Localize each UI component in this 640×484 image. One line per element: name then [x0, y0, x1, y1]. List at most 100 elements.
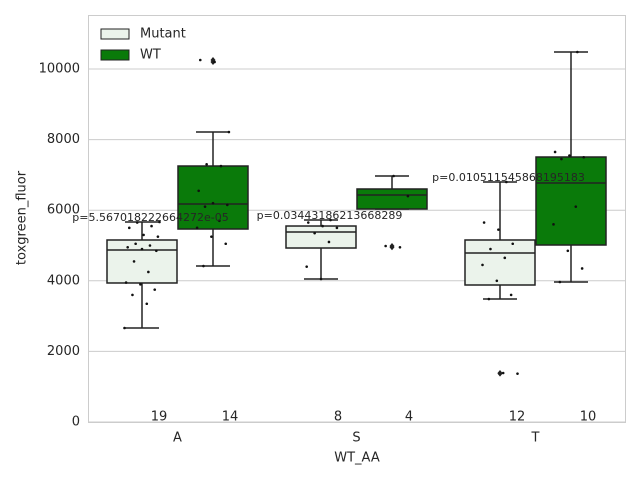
strip-point	[497, 228, 500, 231]
count-label: 14	[222, 410, 239, 425]
flier	[389, 242, 395, 249]
strip-point	[227, 130, 231, 134]
box	[535, 156, 607, 246]
strip-point	[132, 260, 136, 263]
strip-point	[313, 231, 316, 235]
strip-point	[218, 219, 221, 223]
strip-point	[574, 205, 578, 208]
strip-point	[576, 50, 579, 54]
flier	[497, 370, 503, 377]
strip-point	[511, 242, 515, 246]
strip-point	[558, 280, 562, 284]
strip-point	[156, 235, 160, 238]
strip-point	[142, 233, 145, 237]
strip-point	[158, 220, 161, 224]
strip-point	[126, 245, 129, 249]
count-label: 10	[580, 410, 597, 425]
strip-point	[552, 223, 555, 226]
strip-point	[495, 279, 499, 283]
strip-point	[487, 297, 491, 301]
count-label: 8	[334, 410, 342, 425]
strip-point	[213, 60, 216, 64]
p-value-annotation: p=5.567018222664272e-05	[72, 211, 228, 224]
strip-point	[210, 235, 213, 238]
strip-point	[327, 240, 331, 244]
strip-point	[148, 244, 152, 247]
strip-point	[582, 155, 586, 159]
p-value-annotation: p=0.03443186213668289	[257, 209, 403, 222]
strip-point	[202, 264, 205, 268]
strip-point	[489, 247, 492, 251]
strip-point	[198, 58, 202, 62]
strip-point	[566, 249, 570, 253]
count-label: 4	[405, 410, 413, 425]
y-tick-label: 0	[72, 415, 80, 430]
y-tick-label: 10000	[39, 62, 80, 77]
strip-point	[553, 150, 557, 154]
y-tick-label: 4000	[47, 273, 80, 288]
x-tick-label: S	[352, 431, 360, 446]
box	[356, 188, 428, 210]
strip-point	[509, 293, 513, 297]
strip-point	[384, 244, 387, 248]
strip-point	[306, 221, 310, 224]
strip-point	[501, 371, 505, 375]
legend-swatch	[100, 49, 130, 61]
strip-point	[140, 247, 144, 251]
strip-point	[131, 293, 134, 297]
strip-point	[211, 201, 215, 205]
strip-point	[392, 174, 395, 178]
x-tick-label: A	[173, 431, 182, 446]
box	[177, 165, 249, 230]
count-label: 19	[151, 410, 168, 425]
strip-point	[219, 164, 223, 168]
strip-point	[123, 326, 126, 330]
x-tick-label: T	[531, 431, 540, 446]
strip-point	[226, 203, 229, 207]
strip-point	[153, 288, 157, 291]
box	[464, 239, 536, 286]
legend-label: WT	[140, 48, 161, 63]
strip-point	[124, 281, 128, 284]
strip-point	[135, 221, 139, 224]
strip-point	[560, 157, 563, 161]
legend-swatch	[100, 28, 130, 40]
strip-point	[224, 242, 228, 246]
strip-point	[127, 226, 131, 230]
strip-point	[482, 221, 486, 224]
p-value-annotation: p=0.010511545868195183	[432, 171, 585, 184]
strip-point	[134, 242, 137, 246]
strip-point	[197, 189, 200, 193]
box	[285, 225, 357, 249]
y-tick-label: 6000	[47, 203, 80, 218]
strip-point	[568, 154, 571, 157]
strip-point	[321, 224, 324, 228]
marks: A 19 14 p=5.567018222664272e-05 S8 4 p=0.03443…	[72, 50, 607, 446]
strip-point	[205, 163, 208, 166]
strip-point	[203, 205, 207, 208]
strip-point	[305, 265, 308, 268]
strip-point	[155, 249, 158, 253]
strip-point	[139, 283, 142, 286]
box	[106, 239, 178, 284]
strip-point	[406, 194, 410, 198]
y-axis-label: toxgreen_fluor	[15, 170, 30, 265]
strip-point	[335, 226, 339, 230]
strip-point	[319, 277, 323, 281]
y-tick-label: 8000	[47, 132, 80, 147]
legend: Mutant WT	[100, 27, 186, 63]
strip-point	[329, 218, 332, 222]
strip-point	[398, 245, 402, 249]
y-tick-label: 2000	[47, 344, 80, 359]
strip-point	[150, 224, 153, 228]
strip-point	[503, 256, 507, 260]
strip-point	[505, 180, 508, 184]
strip-point	[516, 372, 519, 375]
strip-point	[481, 263, 484, 267]
strip-point	[195, 226, 199, 230]
strip-point	[580, 267, 584, 270]
strip-point	[147, 270, 150, 274]
legend-label: Mutant	[140, 27, 186, 42]
